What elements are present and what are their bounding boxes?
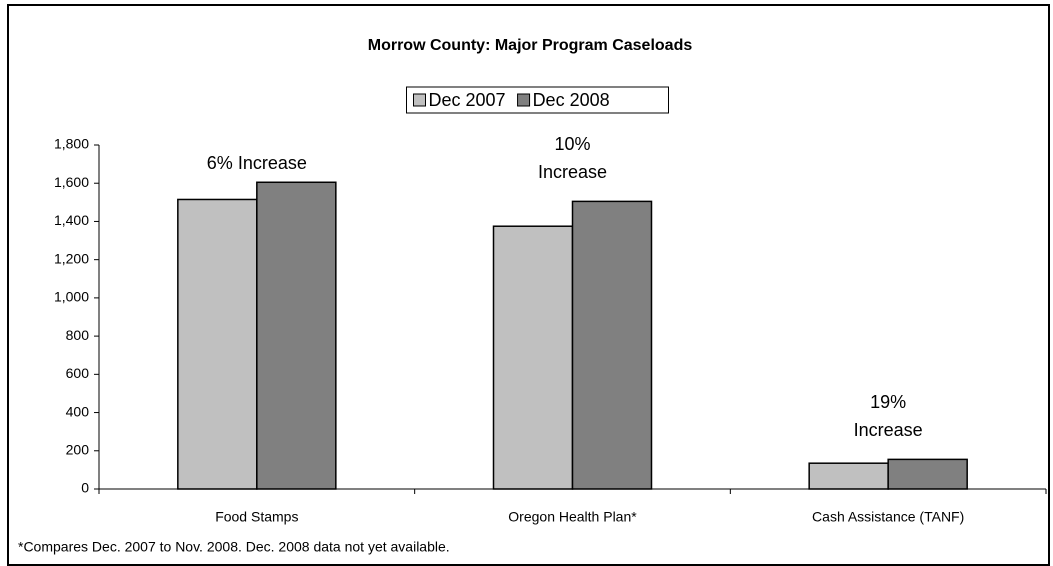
x-tick-label: Oregon Health Plan* [508,509,637,525]
annotation: 19% [870,392,906,412]
x-tick-label: Food Stamps [215,509,298,525]
annotation: 10% [554,134,590,154]
y-tick-label: 1,800 [54,136,89,152]
bar [256,181,337,490]
bar [177,198,258,490]
y-tick-label: 1,400 [54,212,89,228]
y-tick-label: 200 [66,441,90,457]
y-tick-label: 1,600 [54,174,89,190]
y-tick-label: 800 [66,327,90,343]
chart-title: Morrow County: Major Program Caseloads [368,37,693,54]
bar [492,225,574,490]
y-tick-label: 1,000 [54,289,89,305]
annotation: 6% Increase [207,153,307,173]
y-tick-label: 600 [66,365,90,381]
annotation: Increase [854,420,923,440]
y-tick-label: 0 [81,480,89,496]
footnote: *Compares Dec. 2007 to Nov. 2008. Dec. 2… [18,539,450,555]
x-tick-label: Cash Assistance (TANF) [812,509,964,525]
bar [571,200,653,490]
y-tick-label: 400 [66,403,90,419]
legend-swatch [517,93,531,107]
annotation: Increase [538,162,607,182]
legend-label: Dec 2008 [533,90,610,110]
legend-label: Dec 2007 [429,90,506,110]
bar [887,458,968,490]
bar [808,462,889,490]
y-tick-label: 1,200 [54,250,89,266]
legend-box [406,86,669,114]
legend-swatch [413,93,426,107]
